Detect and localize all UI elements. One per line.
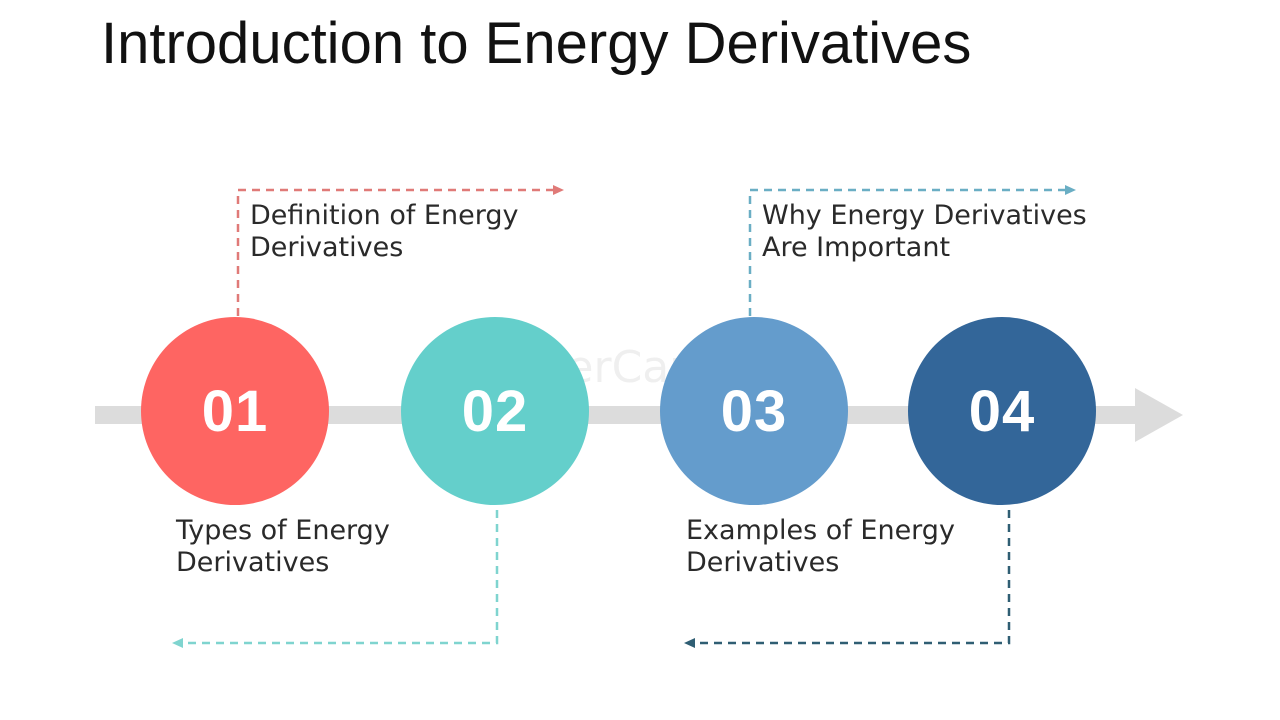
step-circle-03: 03 — [660, 317, 848, 505]
step-circle-02: 02 — [401, 317, 589, 505]
step-label-04: Why Energy Derivatives Are Important — [762, 200, 1087, 264]
step-label-02: Definition of Energy Derivatives — [250, 200, 518, 264]
connector-step-4 — [695, 510, 1011, 645]
connector-step-3-arrowhead — [1065, 185, 1076, 195]
step-number-03: 03 — [720, 378, 788, 444]
step-label-02-line1: Definition of Energy — [250, 200, 519, 231]
step-label-04-line1: Why Energy Derivatives — [762, 200, 1087, 231]
step-label-03-line1: Examples of Energy — [686, 515, 955, 546]
step-label-01-line1: Types of Energy — [176, 515, 390, 546]
connector-step-2 — [182, 510, 499, 645]
step-label-01-line2: Derivatives — [176, 547, 330, 578]
step-circle-01: 01 — [141, 317, 329, 505]
connector-step-1-arrowhead — [553, 185, 564, 195]
step-label-03: Examples of Energy Derivatives — [686, 515, 955, 579]
step-number-04: 04 — [968, 378, 1036, 444]
connector-step-3 — [748, 188, 1066, 316]
page-title: Introduction to Energy Derivatives — [101, 11, 972, 76]
connector-step-1 — [236, 188, 555, 316]
step-circle-04: 04 — [908, 317, 1096, 505]
step-number-02: 02 — [461, 378, 529, 444]
step-label-04-line2: Are Important — [762, 232, 951, 263]
step-label-03-line2: Derivatives — [686, 547, 840, 578]
step-number-01: 01 — [201, 378, 269, 444]
timeline-arrowhead — [1135, 388, 1183, 442]
step-label-02-line2: Derivatives — [250, 232, 404, 263]
step-label-01: Types of Energy Derivatives — [176, 515, 390, 579]
connector-step-2-arrowhead — [172, 638, 183, 648]
connector-step-4-arrowhead — [684, 638, 695, 648]
